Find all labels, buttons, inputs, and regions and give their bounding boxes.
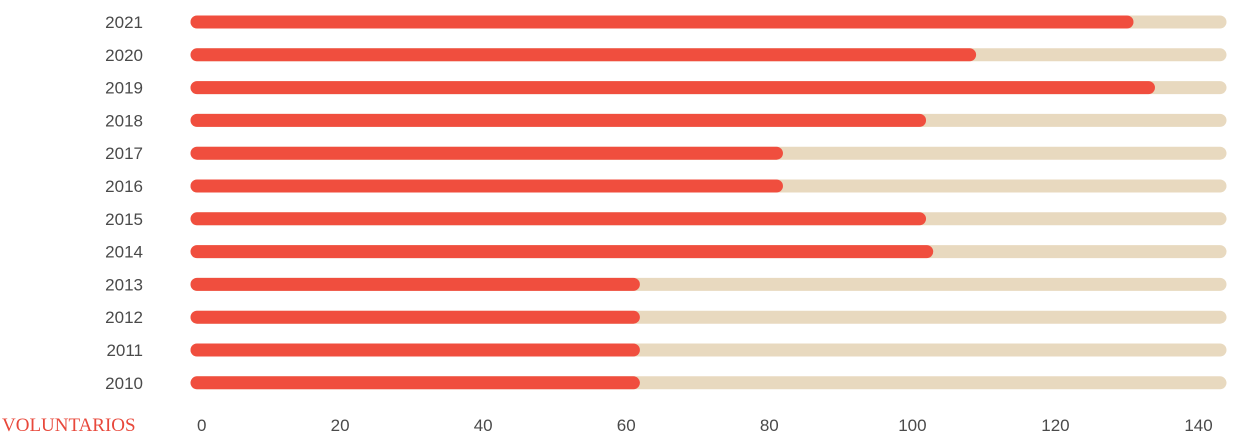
year-label: 2012 [105, 308, 143, 327]
year-label: 2016 [105, 177, 143, 196]
year-label: 2019 [105, 79, 143, 98]
year-label: 2015 [105, 210, 143, 229]
x-tick-label: 100 [898, 416, 926, 434]
year-label: 2017 [105, 144, 143, 163]
x-axis-title: VOLUNTARIOS [2, 415, 136, 434]
year-label: 2011 [106, 341, 143, 360]
x-tick-label: 60 [617, 416, 636, 434]
bar-tracks [190, 15, 1227, 390]
year-label: 2018 [105, 111, 143, 130]
year-label: 2013 [105, 275, 143, 294]
year-labels: 2021 2020 2019 2018 2017 2016 2015 2014 2013 2012… [105, 13, 143, 393]
year-label: 2021 [105, 13, 143, 32]
year-label: 2020 [105, 46, 143, 65]
x-tick-label: 0 [197, 416, 206, 434]
year-label: 2014 [105, 243, 143, 262]
x-tick-label: 40 [474, 416, 493, 434]
x-tick-label: 20 [331, 416, 350, 434]
x-tick-label: 120 [1041, 416, 1069, 434]
x-axis-ticks: 0 20 40 60 80 100 120 140 [197, 416, 1213, 434]
bars [190, 15, 1155, 390]
x-tick-label: 80 [760, 416, 779, 434]
x-tick-label: 140 [1184, 416, 1212, 434]
year-label: 2010 [105, 374, 143, 393]
